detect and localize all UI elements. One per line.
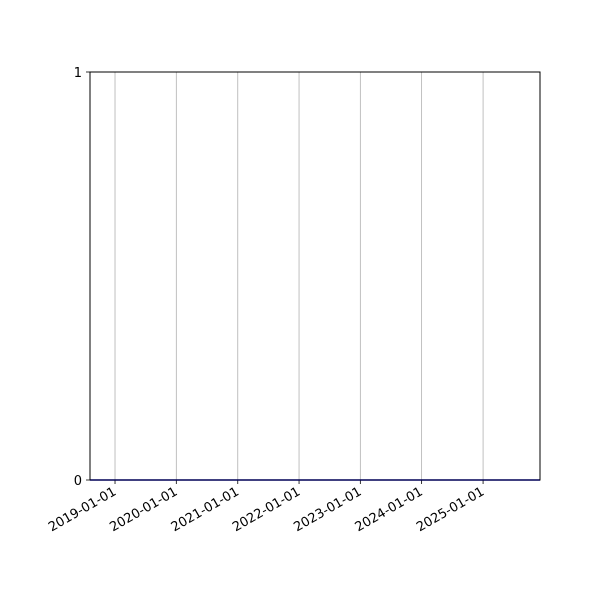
x-tick-label: 2023-01-01 [291, 484, 364, 535]
x-tick-label: 2022-01-01 [230, 484, 303, 535]
x-tick-label: 2025-01-01 [414, 484, 487, 535]
y-tick-label: 1 [74, 66, 82, 81]
y-tick-label: 0 [74, 474, 82, 489]
x-tick-label: 2021-01-01 [169, 484, 242, 535]
x-tick-label: 2019-01-01 [46, 484, 119, 535]
x-tick-label: 2024-01-01 [353, 484, 426, 535]
x-tick-label: 2020-01-01 [107, 484, 180, 535]
plot-frame [89, 71, 541, 481]
